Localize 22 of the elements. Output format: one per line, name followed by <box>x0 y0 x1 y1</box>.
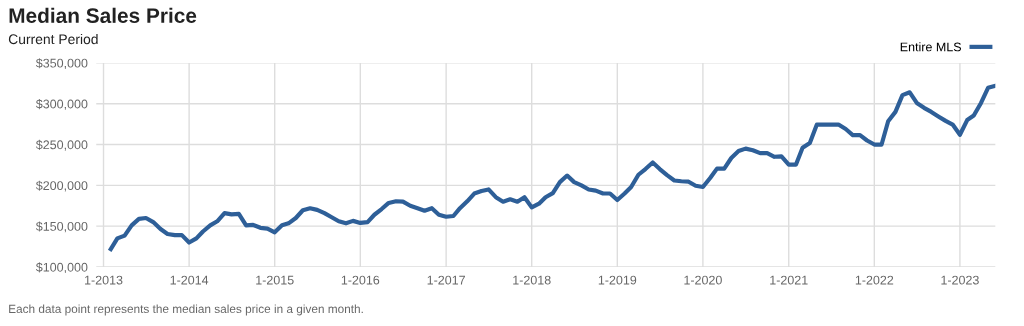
x-tick-label: 1-2017 <box>427 275 465 285</box>
x-tick-label: 1-2019 <box>598 275 637 285</box>
y-tick-label: $250,000 <box>35 139 88 151</box>
y-tick-label: $300,000 <box>35 99 88 110</box>
y-tick-label: $200,000 <box>35 180 88 192</box>
line-series <box>108 83 996 252</box>
x-tick-label: 1-2016 <box>341 275 380 285</box>
chart-subtitle: Current Period <box>8 33 98 45</box>
x-tick-label: 1-2023 <box>941 275 979 285</box>
x-tick-label: 1-2020 <box>684 275 722 285</box>
chart-title: Median Sales Price <box>9 7 197 24</box>
x-tick-label: 1-2021 <box>770 275 808 285</box>
x-tick-label: 1-2013 <box>85 275 123 285</box>
x-tick-label: 1-2018 <box>513 275 551 285</box>
legend-label: Entire MLS <box>900 42 962 52</box>
y-tick-label: $100,000 <box>35 262 88 274</box>
x-tick-label: 1-2015 <box>256 275 294 285</box>
y-tick-label: $350,000 <box>35 58 88 70</box>
x-tick-label: 1-2014 <box>170 275 209 285</box>
text: Each data point represents the median sales price in a given month. <box>9 304 363 316</box>
y-tick-label: $150,000 <box>35 221 88 233</box>
x-tick-label: 1-2022 <box>855 275 894 285</box>
